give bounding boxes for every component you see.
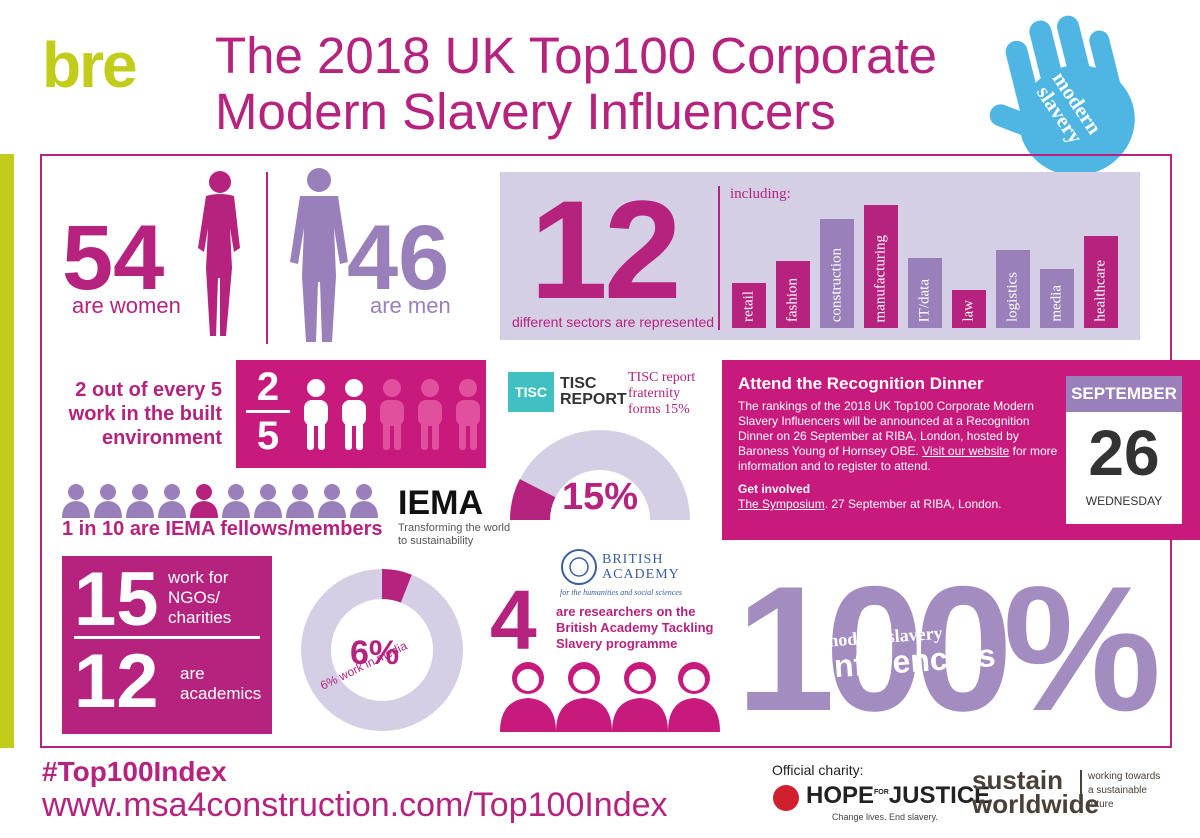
tisc-logo-text: TISC REPORT xyxy=(560,375,627,408)
sustain-tagline: working towards a sustainable future xyxy=(1080,770,1160,812)
iema-person-icon xyxy=(286,484,314,518)
iema-person-icon xyxy=(158,484,186,518)
sector-label: law xyxy=(960,300,977,322)
iema-logo: IEMA xyxy=(398,484,483,522)
website-link[interactable]: Visit our website xyxy=(922,444,1010,458)
ngo-academics-panel xyxy=(62,556,272,734)
sector-label: fashion xyxy=(784,277,801,322)
fraction-two-fifths: 2 5 xyxy=(246,366,290,457)
ba-text: are researchers on the British Academy T… xyxy=(556,604,714,651)
tisc-gauge xyxy=(500,420,700,535)
sector-bar-manufacturing: manufacturing xyxy=(864,205,898,328)
ngo-value: 15 xyxy=(74,557,159,642)
iema-tagline: Transforming the world to sustainability xyxy=(398,522,511,547)
academics-label: are academics xyxy=(180,664,262,703)
british-academy-tagline: for the humanities and social sciences xyxy=(560,588,682,597)
tisc-note: TISC report fraternity forms 15% xyxy=(628,370,696,417)
hashtag: #Top100Index xyxy=(42,756,227,787)
sectors-bar-chart: retail fashion construction manufacturing IT… xyxy=(732,188,1132,328)
iema-person-icon xyxy=(190,484,218,518)
dinner-title: Attend the Recognition Dinner xyxy=(738,374,984,393)
iema-person-icon xyxy=(94,484,122,518)
sector-label: manufacturing xyxy=(872,234,889,322)
sector-bar-law: law xyxy=(952,290,986,328)
media-donut-fill xyxy=(382,569,412,603)
sectors-including: including: xyxy=(730,186,791,202)
sector-bar-media: media xyxy=(1040,269,1074,328)
british-academy-crest-icon xyxy=(560,548,598,591)
sector-label: IT/data xyxy=(916,278,933,322)
sector-label: construction xyxy=(828,247,845,322)
get-involved-heading: Get involved xyxy=(738,482,811,496)
calendar-weekday: WEDNESDAY xyxy=(1085,494,1163,508)
page-title: The 2018 UK Top100 Corporate Modern Slav… xyxy=(215,27,938,140)
ngo-divider xyxy=(74,636,260,639)
website-url[interactable]: www.msa4construction.com/Top100Index xyxy=(42,786,668,824)
sector-bar-logistics: logistics xyxy=(996,250,1030,328)
women-label: are women xyxy=(72,293,181,318)
tisc-percent: 15% xyxy=(562,476,639,518)
british-academy-logo: BRITISH ACADEMY xyxy=(602,552,680,582)
hundred-caption: modern slavery influencers xyxy=(822,622,997,685)
man-silhouette-icon xyxy=(282,166,356,351)
women-value: 54 xyxy=(62,207,165,309)
sector-label: media xyxy=(1048,285,1065,322)
bre-logo: bre xyxy=(42,29,138,101)
iema-people-icons xyxy=(62,482,392,523)
sector-bar-itdata: IT/data xyxy=(908,258,942,328)
woman-silhouette-icon xyxy=(190,168,250,345)
ba-value: 4 xyxy=(490,573,537,667)
sector-label: logistics xyxy=(1004,271,1021,322)
men-label: are men xyxy=(370,293,451,318)
men-value: 46 xyxy=(347,207,450,309)
media-percent: 6% xyxy=(350,634,400,672)
iema-person-icon xyxy=(62,484,90,518)
sector-label: retail xyxy=(740,291,757,322)
sustain-worldwide-logo: sustain worldwide xyxy=(972,765,1100,819)
bird-icon xyxy=(773,785,799,811)
iema-person-icon xyxy=(350,484,378,518)
tisc-gauge-fill xyxy=(509,479,556,520)
sectors-value: 12 xyxy=(530,171,682,328)
iema-person-icon xyxy=(254,484,282,518)
calendar-month: SEPTEMBER xyxy=(1066,376,1182,412)
tisc-logo-mark: TISC xyxy=(508,372,554,412)
iema-person-icon xyxy=(126,484,154,518)
iema-person-icon xyxy=(222,484,250,518)
hand-icon xyxy=(989,15,1135,176)
people-fraction-icons xyxy=(298,378,488,459)
sector-bar-healthcare: healthcare xyxy=(1084,236,1118,328)
sector-bar-construction: construction xyxy=(820,219,854,328)
accent-bar xyxy=(0,154,14,748)
sector-label: healthcare xyxy=(1092,260,1109,322)
academics-value: 12 xyxy=(74,639,159,724)
built-env-text: 2 out of every 5 work in the built envir… xyxy=(68,379,222,449)
ngo-label: work for NGOs/ charities xyxy=(168,568,232,627)
symposium-line: The Symposium. 27 September at RIBA, Lon… xyxy=(738,497,1002,511)
sector-bar-retail: retail xyxy=(732,283,766,328)
dinner-body: The rankings of the 2018 UK Top100 Corpo… xyxy=(738,399,1058,473)
calendar-day: 26 xyxy=(1088,417,1160,489)
symposium-link[interactable]: The Symposium xyxy=(738,497,825,511)
calendar: SEPTEMBER 26 WEDNESDAY xyxy=(1066,376,1182,524)
researchers-icons xyxy=(500,656,720,737)
hundred-percent: 100% xyxy=(736,549,1161,748)
iema-text: 1 in 10 are IEMA fellows/members xyxy=(62,518,383,540)
modern-slavery-hand-badge: modern slavery xyxy=(968,10,1168,190)
sector-bar-fashion: fashion xyxy=(776,261,810,328)
media-donut xyxy=(292,560,472,745)
dinner-info: Attend the Recognition Dinner The rankin… xyxy=(738,374,1058,512)
charity-label: Official charity: xyxy=(772,762,864,778)
sectors-label: different sectors are represented xyxy=(512,314,715,330)
iema-person-icon xyxy=(318,484,346,518)
gender-divider xyxy=(266,172,268,344)
sectors-divider xyxy=(718,186,720,330)
